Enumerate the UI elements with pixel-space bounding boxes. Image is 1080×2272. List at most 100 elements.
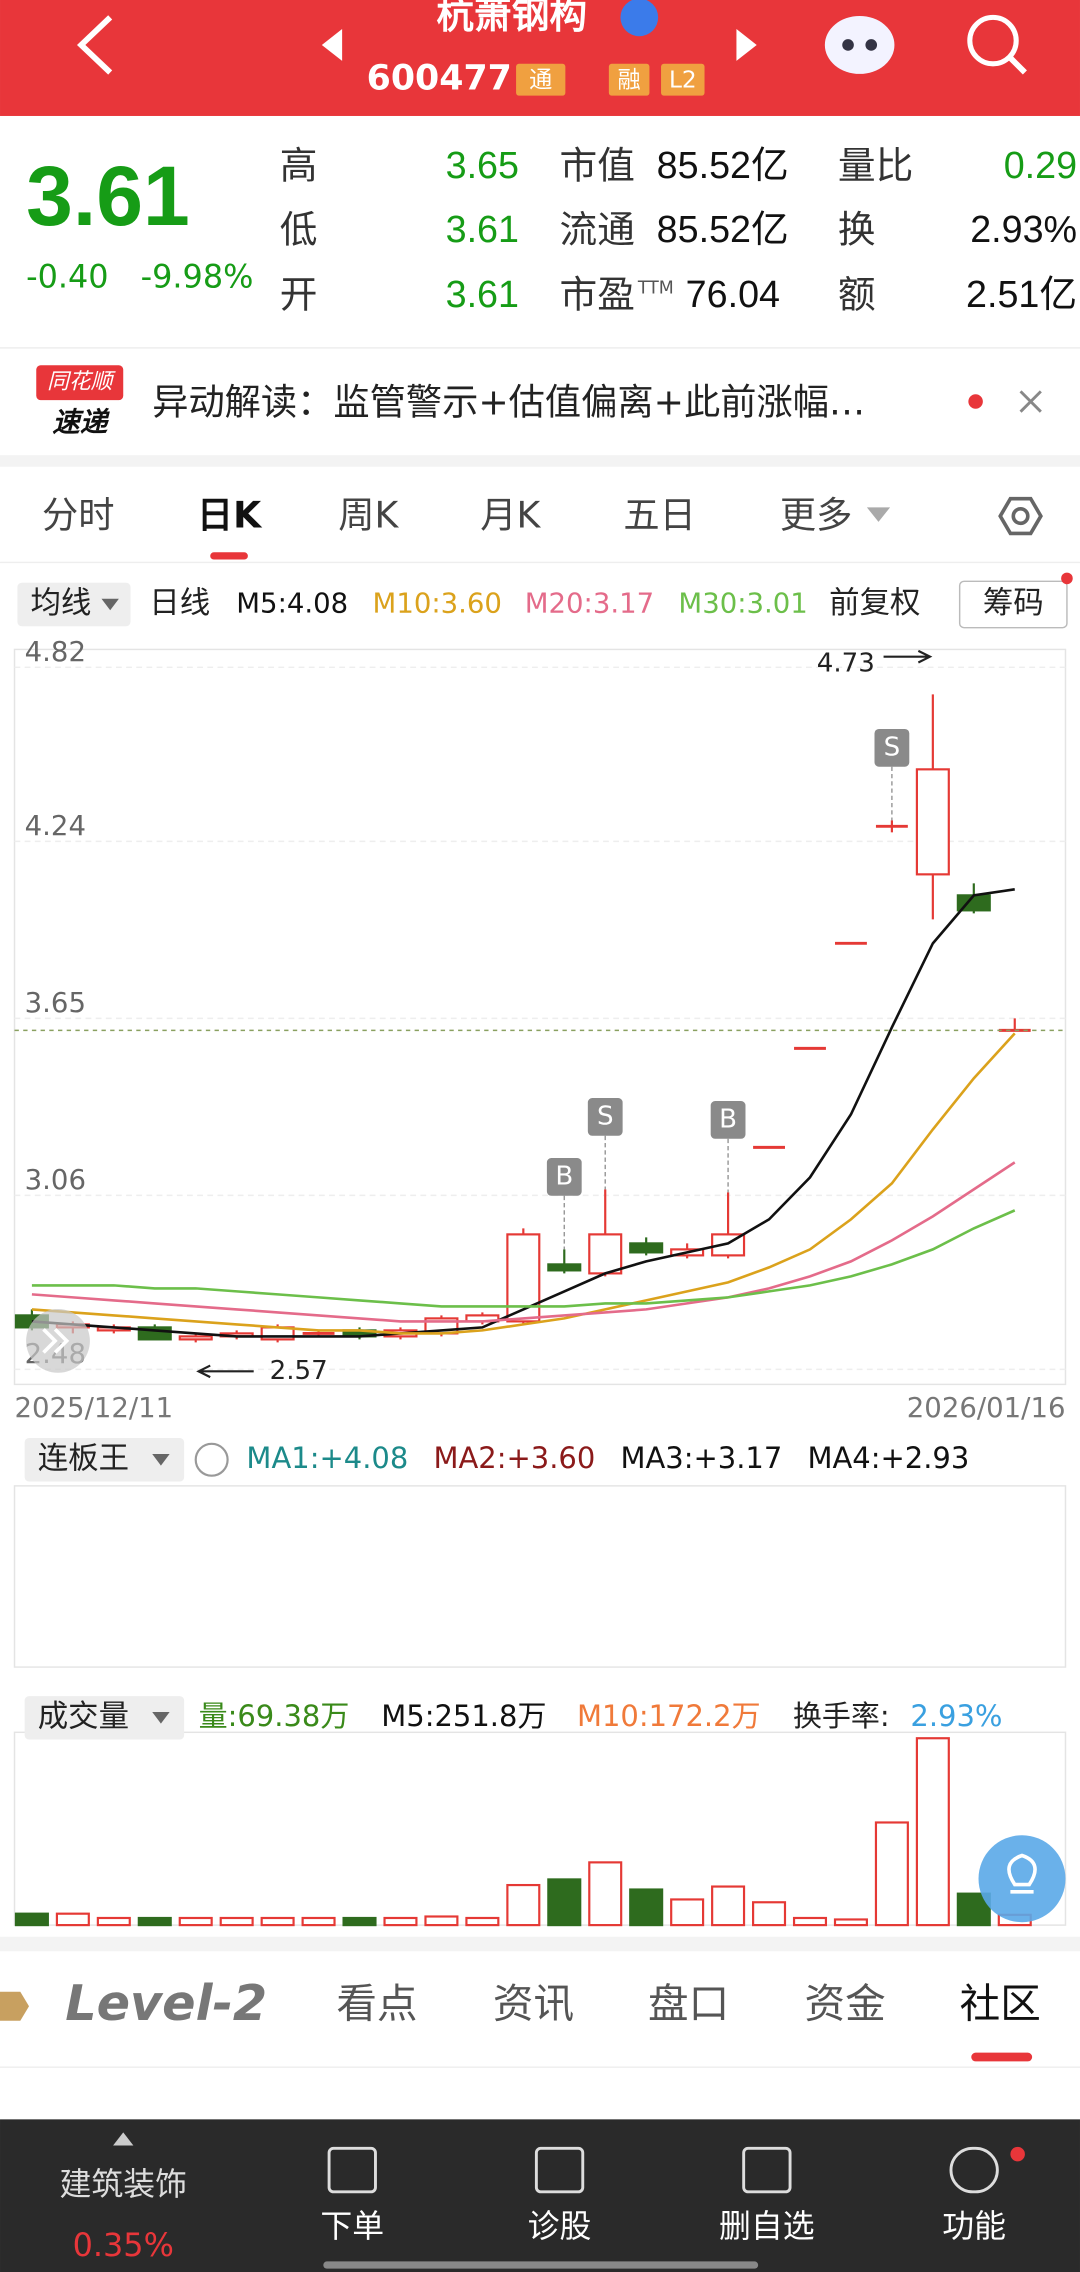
tag-box — [608, 63, 650, 96]
nav-icon — [534, 2146, 585, 2194]
prev-icon[interactable] — [321, 28, 343, 61]
volume-bar — [178, 1916, 213, 1927]
indicator-item: MA4:+2.93 — [807, 1441, 969, 1475]
tab[interactable]: 周K — [338, 494, 399, 537]
volume-bar — [465, 1916, 500, 1927]
sector-name[interactable]: 建筑装饰 — [59, 2165, 186, 2203]
y-tick-label: 4.82 — [25, 636, 86, 668]
high-label: 4.73 — [817, 648, 875, 678]
volume-bar — [833, 1918, 868, 1927]
tab[interactable]: 日K — [197, 494, 263, 537]
candle-body — [547, 1263, 582, 1272]
tab[interactable]: 分时 — [42, 494, 114, 537]
nav-label[interactable]: 下单 — [320, 2207, 384, 2245]
stat-label: 开 — [280, 273, 318, 317]
stat-value: 2.51亿 — [966, 273, 1077, 315]
volume-item: M10:172.2万 — [577, 1699, 761, 1733]
x-tick-label: 2025/12/11 — [15, 1392, 174, 1424]
bottom-tab[interactable]: 社区 — [960, 1979, 1041, 2027]
back-icon[interactable] — [76, 15, 113, 75]
volume-button[interactable] — [24, 1696, 185, 1740]
nav-label[interactable]: 功能 — [942, 2207, 1006, 2245]
stat-label: 额 — [838, 273, 876, 317]
chart-frame — [13, 648, 1067, 1386]
tab[interactable]: 更多 — [780, 494, 852, 537]
candle-body — [178, 1335, 213, 1341]
stat-value: 76.04 — [686, 273, 780, 315]
stat-label: 换 — [838, 207, 876, 251]
indicator-item: MA3:+3.17 — [620, 1441, 782, 1475]
volume-bar — [874, 1821, 909, 1927]
stock-code: 600477 — [367, 59, 512, 99]
signal-box — [546, 1158, 582, 1196]
volume-bar — [752, 1901, 787, 1927]
stat-value: 3.65 — [446, 144, 519, 186]
tag-box — [516, 63, 566, 96]
help-icon[interactable] — [194, 1442, 229, 1477]
indicator-name: 连板王 — [38, 1441, 129, 1476]
search-icon[interactable] — [967, 14, 1019, 67]
ma-legend: M20:3.17 — [525, 587, 654, 619]
change-pct: -9.98% — [141, 257, 254, 295]
signal-label: B — [555, 1161, 573, 1191]
caret — [152, 1712, 170, 1724]
turnover: 2.93% — [910, 1699, 1002, 1733]
adjust[interactable]: 前复权 — [829, 586, 920, 621]
signal-label: S — [884, 732, 901, 762]
stat-label: 高 — [280, 144, 318, 188]
expand-icon — [42, 1328, 70, 1354]
turnover-label: 换手率: — [793, 1699, 890, 1733]
chips-button[interactable] — [958, 580, 1068, 629]
nav-icon — [742, 2146, 792, 2194]
stat-label: 流通 — [560, 207, 635, 251]
tab-underline — [210, 552, 248, 560]
nav-label[interactable]: 删自选 — [719, 2207, 815, 2245]
expand-button[interactable] — [26, 1309, 90, 1373]
tab[interactable]: 月K — [480, 494, 541, 537]
nav-icon — [327, 2146, 377, 2194]
close-icon[interactable] — [1019, 390, 1042, 413]
bottom-tab[interactable]: Level-2 — [65, 1974, 267, 2032]
assistant-eye — [842, 39, 854, 51]
bottom-tab[interactable]: 看点 — [336, 1979, 417, 2027]
news-text[interactable]: 异动解读：监管警示+估值偏离+此前涨幅… — [152, 380, 865, 423]
tag: 融 — [618, 67, 641, 94]
y-tick-label: 3.65 — [25, 987, 86, 1019]
next-icon[interactable] — [736, 28, 757, 61]
bottom-tab[interactable]: 资讯 — [493, 1979, 574, 2027]
volume-name: 成交量 — [38, 1699, 129, 1734]
stat-value: 3.61 — [446, 273, 519, 315]
verified-badge — [620, 0, 659, 37]
bulb-icon — [1007, 1853, 1037, 1894]
price: 3.61 — [26, 149, 190, 243]
stat-value: 85.52亿 — [657, 208, 789, 250]
ma-button[interactable] — [17, 582, 131, 627]
y-tick-label: 3.06 — [25, 1164, 86, 1196]
search-handle — [1008, 55, 1027, 75]
candle-body — [629, 1242, 664, 1254]
news-logo-top — [36, 365, 124, 401]
bottom-tab-underline — [971, 2052, 1033, 2062]
tab[interactable]: 五日 — [623, 494, 695, 537]
ma-line — [31, 1209, 1016, 1308]
signal-box — [710, 1101, 746, 1139]
level2-icon — [0, 1991, 30, 2021]
indicator-button[interactable] — [24, 1438, 185, 1482]
change: -0.40 — [26, 257, 108, 295]
signal-box — [587, 1098, 623, 1136]
settings-icon[interactable] — [998, 496, 1043, 536]
assistant-icon[interactable] — [824, 15, 895, 74]
unread-dot — [968, 394, 983, 409]
bottom-tab[interactable]: 盘口 — [648, 1979, 729, 2027]
nav-icon — [949, 2146, 999, 2194]
tips-button[interactable] — [978, 1835, 1066, 1923]
bottom-tab[interactable]: 资金 — [805, 1979, 886, 2027]
chips-dot — [1061, 572, 1073, 585]
volume-item: M5:251.8万 — [381, 1699, 546, 1733]
stat-label: 低 — [280, 207, 318, 251]
ma-legend: M10:3.60 — [373, 587, 502, 619]
volume-bar — [547, 1878, 582, 1927]
volume-bar — [55, 1912, 90, 1927]
nav-label[interactable]: 诊股 — [528, 2207, 592, 2245]
